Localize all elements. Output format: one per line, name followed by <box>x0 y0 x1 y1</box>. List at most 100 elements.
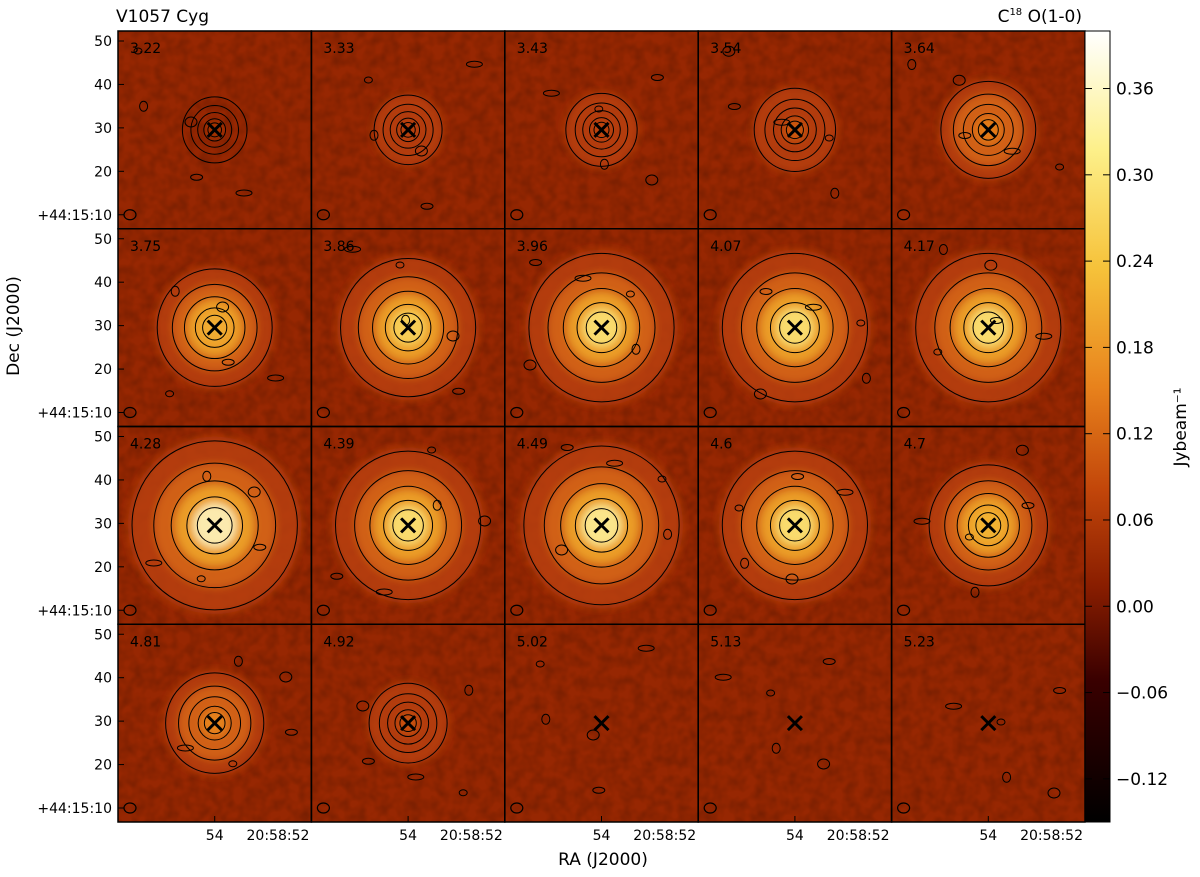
channel-velocity-label: 4.39 <box>323 437 354 453</box>
y-tick-label: +44:15:10 <box>37 801 112 817</box>
x-tick-label: 54 <box>786 828 804 844</box>
x-axis-label: RA (J2000) <box>558 850 648 870</box>
channel-velocity-label: 4.07 <box>710 239 741 255</box>
x-tick-label: 20:58:52 <box>633 828 696 844</box>
y-tick-label: 20 <box>94 164 112 180</box>
channel-velocity-label: 4.6 <box>710 437 732 453</box>
channel-panel <box>311 426 505 625</box>
channel-panel <box>118 426 312 625</box>
source-marker <box>593 319 610 336</box>
source-marker <box>206 517 223 534</box>
channel-panel <box>698 31 892 229</box>
source-marker <box>980 715 997 732</box>
channel-panel <box>311 228 505 427</box>
y-tick-label: 30 <box>94 121 112 137</box>
y-tick-label: 30 <box>94 516 112 532</box>
source-marker <box>400 517 417 534</box>
channel-panel <box>698 426 892 625</box>
channel-velocity-label: 3.64 <box>904 41 935 57</box>
colorbar-tick-label: 0.12 <box>1116 425 1154 445</box>
source-marker <box>593 715 610 732</box>
channel-panel <box>891 426 1085 625</box>
y-tick-label: 30 <box>94 319 112 335</box>
channel-velocity-label: 4.81 <box>130 634 161 650</box>
colorbar: 0.36 0.30 0.24 0.18 0.12 0.06 0.00 −0.06 −0.12 J… <box>1084 30 1191 823</box>
colorbar-label: Jybeam⁻¹ <box>1171 387 1191 467</box>
channel-velocity-label: 3.33 <box>323 41 354 57</box>
channel-panel <box>118 624 312 822</box>
x-tick-label: 54 <box>206 828 224 844</box>
y-tick-label: +44:15:10 <box>37 208 112 224</box>
colorbar-tick-label: 0.00 <box>1116 597 1154 617</box>
x-tick-label: 54 <box>593 828 611 844</box>
channel-velocity-label: 3.96 <box>517 239 548 255</box>
y-axis-label: Dec (J2000) <box>4 276 24 376</box>
x-tick-label: 20:58:52 <box>1020 828 1083 844</box>
channel-velocity-label: 5.13 <box>710 634 741 650</box>
channel-panel <box>311 31 505 229</box>
channel-velocity-label: 4.7 <box>904 437 926 453</box>
y-tick-label: 40 <box>94 473 112 489</box>
y-tick-label: +44:15:10 <box>37 603 112 619</box>
channel-panel <box>118 228 312 427</box>
colorbar-tick-label: 0.36 <box>1116 80 1154 100</box>
title-right: C18 O(1-0) <box>998 7 1082 27</box>
y-tick-label: 40 <box>94 77 112 93</box>
channel-velocity-label: 3.43 <box>517 41 548 57</box>
source-marker <box>786 715 803 732</box>
source-marker <box>400 319 417 336</box>
source-marker <box>980 319 997 336</box>
channel-maps <box>118 31 1085 822</box>
channel-panel <box>891 228 1085 427</box>
channel-panel <box>504 31 699 229</box>
source-marker <box>786 517 803 534</box>
source-marker <box>786 121 803 138</box>
source-marker <box>206 319 223 336</box>
channel-overlay: 3.22 3.33 3.43 3.54 3.64 3.75 3.86 3.96 4.07 4.17… <box>37 30 1086 844</box>
channel-velocity-label: 3.22 <box>130 41 161 57</box>
channel-velocity-label: 5.23 <box>904 634 935 650</box>
y-tick-label: 50 <box>94 627 112 643</box>
channel-panel <box>504 624 699 822</box>
channel-velocity-label: 5.02 <box>517 634 548 650</box>
channel-panel <box>118 31 312 229</box>
y-tick-label: 50 <box>94 34 112 50</box>
channel-velocity-label: 3.75 <box>130 239 161 255</box>
channel-velocity-label: 4.17 <box>904 239 935 255</box>
x-tick-label: 54 <box>979 828 997 844</box>
y-tick-label: 40 <box>94 275 112 291</box>
colorbar-tick-label: −0.06 <box>1116 684 1168 704</box>
y-tick-label: 20 <box>94 560 112 576</box>
channel-velocity-label: 4.28 <box>130 437 161 453</box>
y-tick-label: 30 <box>94 714 112 730</box>
colorbar-tick-label: 0.24 <box>1116 252 1154 272</box>
source-marker <box>980 517 997 534</box>
colorbar-tick-label: 0.06 <box>1116 511 1154 531</box>
source-marker <box>400 121 417 138</box>
channel-panel <box>504 228 699 427</box>
y-tick-label: 20 <box>94 362 112 378</box>
y-tick-label: 50 <box>94 232 112 248</box>
channel-panel <box>698 624 892 822</box>
source-marker <box>206 121 223 138</box>
x-tick-label: 20:58:52 <box>827 828 890 844</box>
colorbar-tick-label: −0.12 <box>1116 770 1168 790</box>
channel-panel <box>698 228 892 427</box>
y-tick-label: 50 <box>94 430 112 446</box>
source-marker <box>786 319 803 336</box>
channel-velocity-label: 3.86 <box>323 239 354 255</box>
source-marker <box>206 715 223 732</box>
y-tick-label: 20 <box>94 758 112 774</box>
channel-panel <box>891 31 1085 229</box>
channel-panel <box>891 624 1085 822</box>
channel-panel <box>311 624 505 822</box>
y-tick-label: +44:15:10 <box>37 406 112 422</box>
channel-velocity-label: 3.54 <box>710 41 741 57</box>
x-tick-label: 20:58:52 <box>247 828 310 844</box>
x-tick-label: 54 <box>399 828 417 844</box>
source-marker <box>980 121 997 138</box>
source-marker <box>400 715 417 732</box>
colorbar-tick-label: 0.18 <box>1116 338 1154 358</box>
x-tick-label: 20:58:52 <box>440 828 503 844</box>
